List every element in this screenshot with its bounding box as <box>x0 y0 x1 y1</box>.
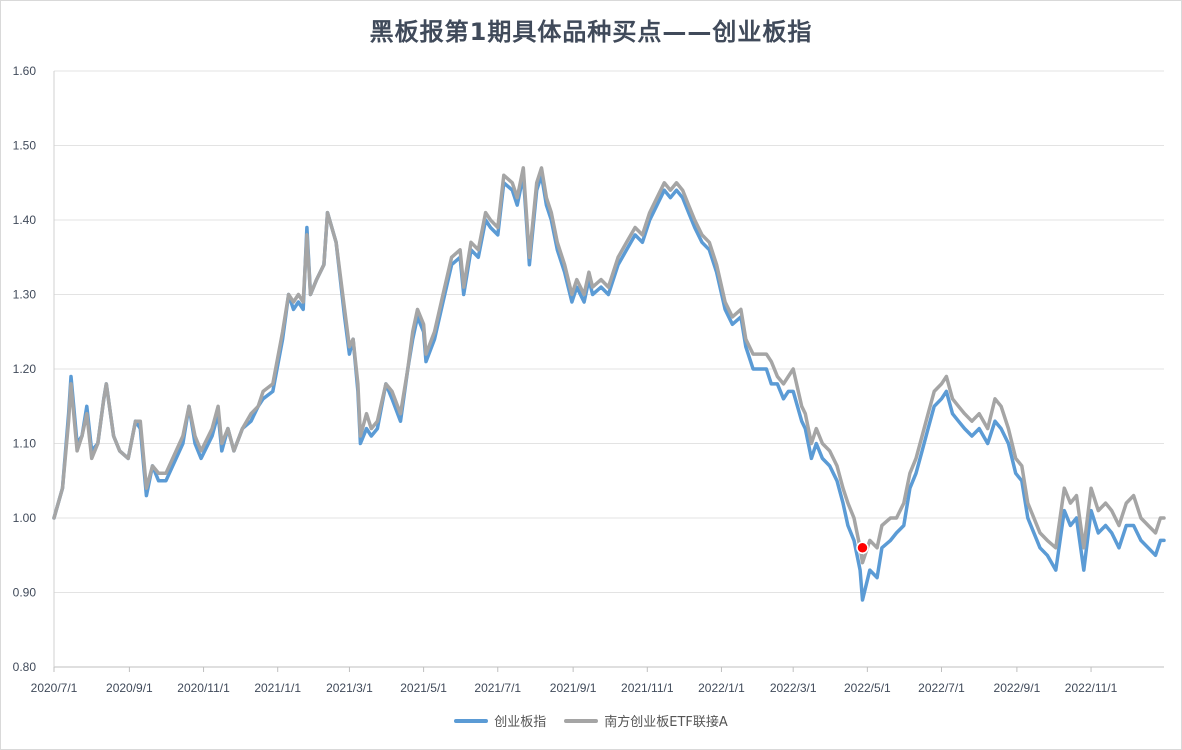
x-tick-label-2022/9/1: 2022/9/1 <box>994 681 1041 695</box>
x-tick-label-2020/11/1: 2020/11/1 <box>177 681 230 695</box>
legend-swatch-series-0 <box>454 718 489 723</box>
x-axis-ticks: 2020/7/1 2020/9/1 2020/11/1 2021/1/1 2021/3/… <box>31 667 1118 695</box>
y-tick-label-1.30: 1.30 <box>13 288 37 302</box>
series-line-1 <box>52 166 1166 565</box>
legend-label-series-0: 创业板指 <box>494 715 547 730</box>
series-line-0 <box>52 173 1166 602</box>
x-tick-label-2022/11/1: 2022/11/1 <box>1065 681 1118 695</box>
y-axis-ticks: 0.80 0.90 1.00 1.10 1.20 1.30 1.40 1.50 1.60 <box>13 64 37 674</box>
y-tick-label-1.20: 1.20 <box>13 362 37 376</box>
legend-label-series-1: 南方创业板ETF联接A <box>604 715 728 730</box>
x-tick-label-2021/3/1: 2021/3/1 <box>326 681 373 695</box>
x-tick-label-2022/1/1: 2022/1/1 <box>698 681 745 695</box>
x-tick-label-2021/1/1: 2021/1/1 <box>254 681 301 695</box>
legend-swatch-series-1 <box>564 718 599 723</box>
x-tick-label-2022/5/1: 2022/5/1 <box>844 681 891 695</box>
legend-item-series-0: 创业板指 <box>454 711 546 730</box>
x-tick-label-2020/7/1: 2020/7/1 <box>31 681 78 695</box>
annotations <box>856 541 869 555</box>
y-tick-label-0.90: 0.90 <box>13 586 37 600</box>
y-tick-label-1.40: 1.40 <box>13 213 37 227</box>
series-lines <box>52 166 1166 602</box>
x-tick-label-2020/9/1: 2020/9/1 <box>106 681 153 695</box>
y-tick-label-1.60: 1.60 <box>13 64 37 78</box>
x-tick-label-2022/7/1: 2022/7/1 <box>918 681 965 695</box>
x-tick-label-2021/9/1: 2021/9/1 <box>550 681 597 695</box>
chart-title: 黑板报第1期具体品种买点——创业板指 <box>369 18 813 46</box>
legend-item-series-1: 南方创业板ETF联接A <box>564 711 728 730</box>
x-tick-label-2021/11/1: 2021/11/1 <box>621 681 674 695</box>
y-tick-label-1.50: 1.50 <box>13 139 37 153</box>
x-tick-label-2022/3/1: 2022/3/1 <box>770 681 817 695</box>
y-tick-label-1.10: 1.10 <box>13 437 37 451</box>
buy-point-marker-0 <box>856 541 869 555</box>
y-tick-label-0.80: 0.80 <box>13 660 37 674</box>
legend: 创业板指 南方创业板ETF联接A <box>0 711 1182 730</box>
x-tick-label-2021/7/1: 2021/7/1 <box>474 681 521 695</box>
gridlines <box>53 70 1164 668</box>
y-tick-label-1.00: 1.00 <box>13 511 37 525</box>
x-tick-label-2021/5/1: 2021/5/1 <box>400 681 447 695</box>
